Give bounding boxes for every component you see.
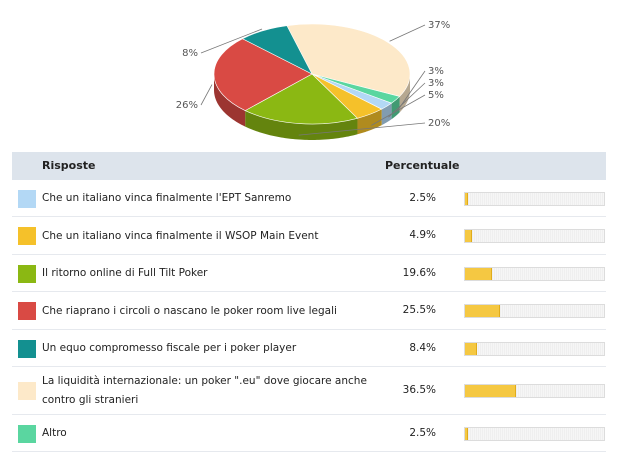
- percent-bar: [464, 266, 605, 281]
- answer-text: Che riaprano i circoli o nascano le poke…: [42, 304, 337, 317]
- slice-label: 3%: [428, 78, 444, 89]
- pie-slice: [213, 38, 313, 111]
- percent-bar-fill: [465, 267, 493, 280]
- percent-text: 25.5%: [402, 304, 436, 316]
- color-swatch: [18, 339, 36, 358]
- slice-label: 5%: [428, 90, 444, 101]
- pie-slice-side: [245, 110, 358, 140]
- percent-bar-fill: [465, 230, 472, 242]
- pie-slice: [286, 23, 411, 97]
- table-row: Altro 2.5%: [12, 415, 606, 452]
- percent-text: 36.5%: [402, 384, 436, 396]
- pie-slice-side: [381, 103, 392, 126]
- table-row: Il ritorno online di Full Tilt Poker 19.6…: [12, 255, 606, 292]
- percent-bar: [464, 304, 605, 318]
- table-row: Che un italiano vinca finalmente il WSOP…: [12, 217, 606, 255]
- percent-text: 4.9%: [409, 229, 436, 241]
- table-row: Che riaprano i circoli o nascano le poke…: [12, 292, 606, 330]
- header-percent: Percentuale: [385, 159, 460, 172]
- pie-slice-side: [214, 73, 246, 127]
- color-swatch: [18, 227, 36, 245]
- color-swatch: [18, 382, 36, 400]
- answer-text: Che un italiano vinca finalmente il WSOP…: [42, 229, 319, 242]
- answer-text: Il ritorno online di Full Tilt Poker: [42, 267, 208, 279]
- percent-bar-fill: [465, 342, 477, 355]
- color-swatch: [18, 189, 36, 208]
- percent-text: 8.4%: [409, 341, 436, 354]
- answer-text: Altro: [42, 427, 67, 439]
- slice-label: 26%: [176, 100, 198, 111]
- color-swatch: [18, 264, 36, 283]
- pie-chart-svg: 37%3%3%5%20%26%8%: [176, 20, 450, 140]
- pie-slice: [241, 25, 313, 75]
- table-row: La liquidità internazionale: un poker ".…: [12, 367, 606, 415]
- percent-bar: [464, 426, 605, 441]
- results-table: Risposte Percentuale Che un italiano vin…: [12, 152, 606, 452]
- color-swatch: [18, 424, 36, 443]
- leader-line: [389, 24, 426, 42]
- pie-slice-side: [399, 74, 410, 113]
- header-answers: Risposte: [42, 159, 96, 172]
- percent-text: 2.5%: [409, 191, 436, 204]
- percent-text: 19.6%: [402, 266, 436, 279]
- leader-line: [200, 84, 213, 106]
- table-row: Che un italiano vinca finalmente l'EPT S…: [12, 180, 606, 217]
- percent-bar: [464, 384, 605, 398]
- percent-bar: [464, 229, 605, 243]
- percent-bar: [464, 191, 605, 206]
- leader-line: [200, 28, 263, 54]
- pie-slice: [244, 73, 359, 125]
- leader-line: [298, 122, 426, 136]
- pie-slice-side: [391, 96, 400, 120]
- answer-text: Che un italiano vinca finalmente l'EPT S…: [42, 192, 292, 204]
- percent-bar-fill: [465, 305, 501, 317]
- table-body: Che un italiano vinca finalmente l'EPT S…: [12, 180, 606, 452]
- color-swatch: [18, 302, 36, 320]
- percent-bar: [464, 341, 605, 356]
- pie-chart: 37% 3% 3% 5% 20% 26% 8%: [0, 0, 620, 150]
- table-row: Un equo compromesso fiscale per i poker …: [12, 330, 606, 367]
- percent-bar-fill: [465, 385, 516, 397]
- slice-label: 20%: [428, 118, 450, 129]
- table-header: Risposte Percentuale: [12, 152, 606, 180]
- percent-bar-fill: [465, 427, 469, 440]
- slice-label: 37%: [428, 20, 450, 31]
- leader-line: [388, 82, 426, 118]
- slice-label: 8%: [182, 48, 198, 59]
- answer-text: Un equo compromesso fiscale per i poker …: [42, 342, 297, 354]
- percent-text: 2.5%: [409, 426, 436, 439]
- slice-label: 3%: [428, 66, 444, 77]
- answer-text: La liquidità internazionale: un poker ".…: [42, 375, 367, 406]
- leader-line: [371, 94, 426, 126]
- percent-bar-fill: [465, 192, 469, 205]
